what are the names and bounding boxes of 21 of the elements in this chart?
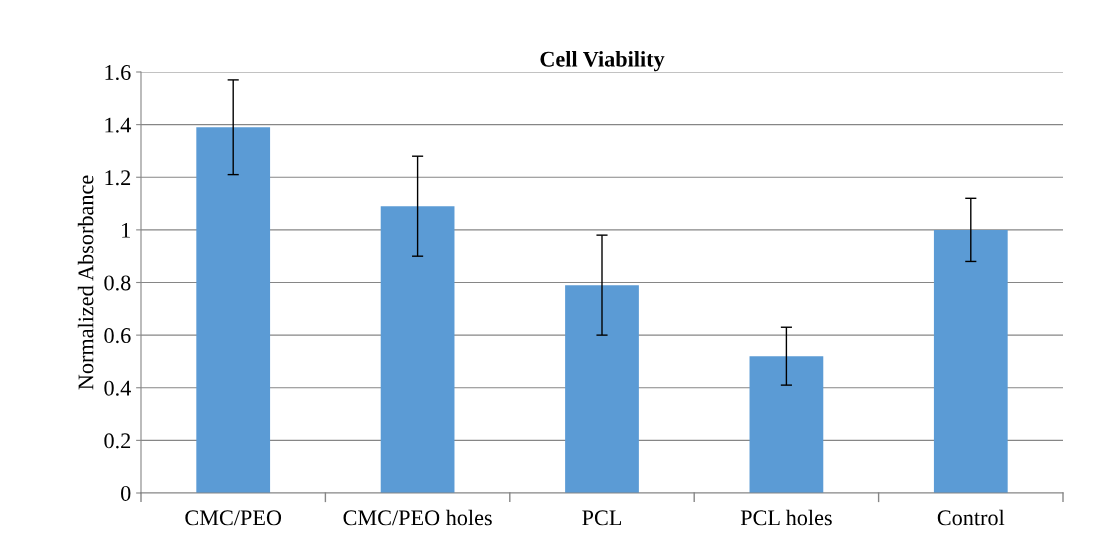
y-tick-label: 1.4 <box>105 117 131 133</box>
y-tick-label: 0 <box>121 485 131 501</box>
x-tick-label: CMC/PEO <box>185 510 282 526</box>
y-tick-label: 1 <box>122 222 130 238</box>
x-tick-label: PCL holes <box>740 509 832 526</box>
y-tick-label: 1.6 <box>105 64 131 81</box>
y-tick-label: 0.2 <box>104 433 131 449</box>
y-axis-title: Normalized Absorbance <box>77 175 94 390</box>
y-tick-label: 1.2 <box>105 170 131 186</box>
chart-title: Cell Viability <box>540 51 665 72</box>
x-tick-label: Control <box>937 509 1005 526</box>
bar <box>749 356 824 493</box>
y-tick-label: 0.8 <box>104 275 131 291</box>
bar <box>933 229 1008 493</box>
y-tick-label: 0.4 <box>104 380 131 396</box>
y-tick-label: 0.6 <box>104 328 131 344</box>
x-tick-label: PCL <box>582 510 622 526</box>
bar <box>196 127 271 493</box>
x-tick-label: CMC/PEO holes <box>343 509 492 526</box>
bar <box>565 285 639 493</box>
bar <box>380 206 455 493</box>
